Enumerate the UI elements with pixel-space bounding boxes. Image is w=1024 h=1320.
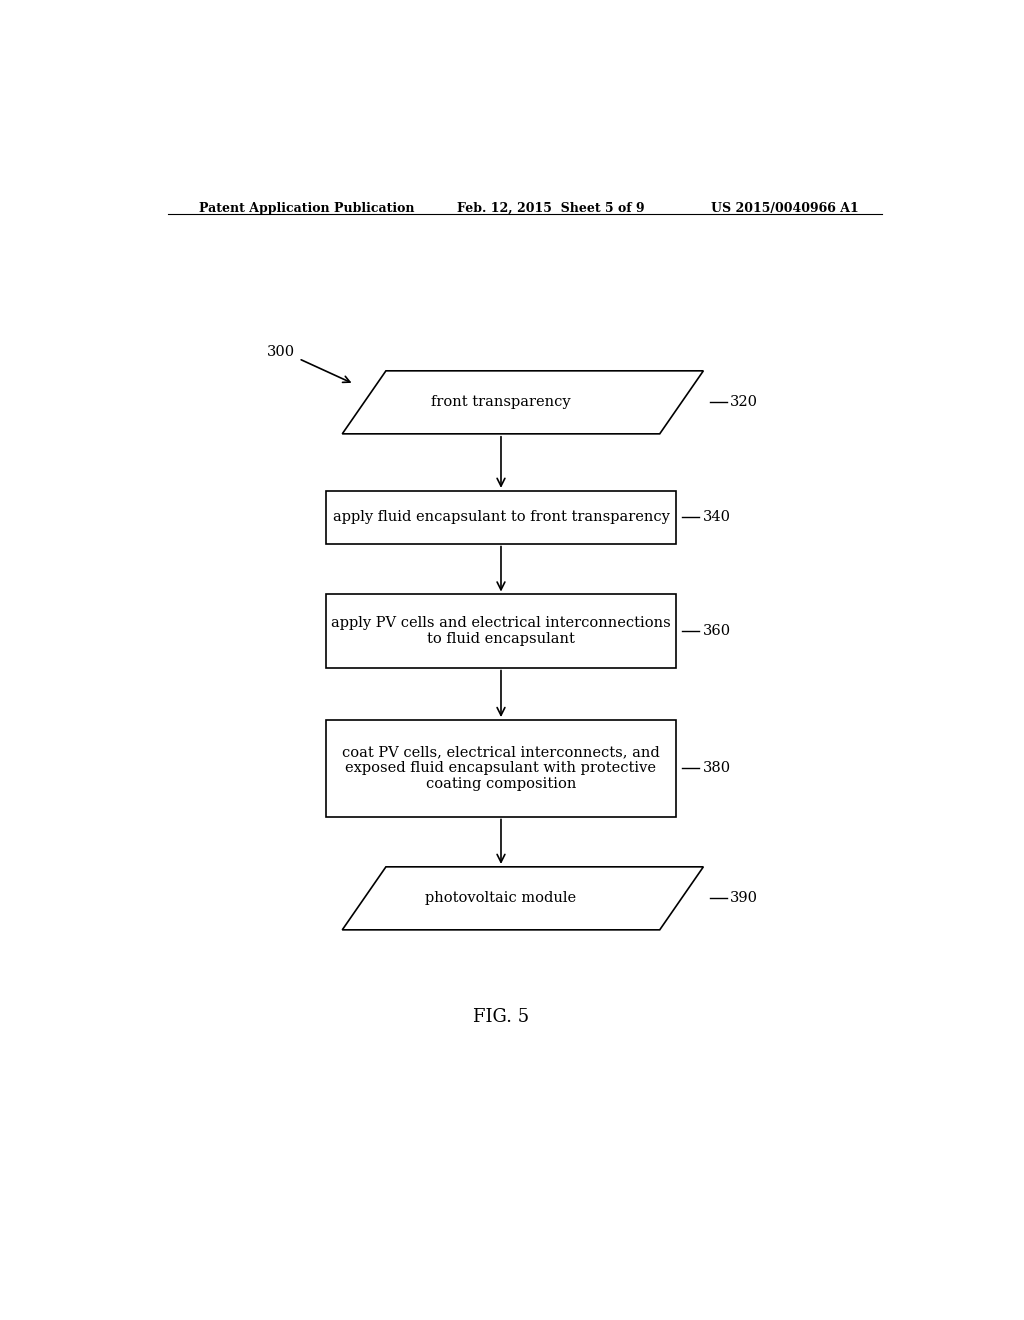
Text: 380: 380: [702, 762, 731, 775]
Text: front transparency: front transparency: [431, 395, 570, 409]
Text: apply fluid encapsulant to front transparency: apply fluid encapsulant to front transpa…: [333, 511, 670, 524]
Text: photovoltaic module: photovoltaic module: [425, 891, 577, 906]
Text: Feb. 12, 2015  Sheet 5 of 9: Feb. 12, 2015 Sheet 5 of 9: [458, 202, 645, 215]
Text: 340: 340: [702, 511, 730, 524]
Bar: [327, 719, 676, 817]
Text: US 2015/0040966 A1: US 2015/0040966 A1: [712, 202, 859, 215]
Bar: [327, 594, 676, 668]
Text: apply PV cells and electrical interconnections
to fluid encapsulant: apply PV cells and electrical interconne…: [331, 616, 671, 645]
Polygon shape: [342, 867, 703, 929]
Text: 390: 390: [730, 891, 759, 906]
Text: 360: 360: [702, 624, 731, 638]
Text: 300: 300: [267, 345, 295, 359]
Text: coat PV cells, electrical interconnects, and
exposed fluid encapsulant with prot: coat PV cells, electrical interconnects,…: [342, 744, 659, 792]
Polygon shape: [342, 371, 703, 434]
Text: 320: 320: [730, 395, 759, 409]
Text: Patent Application Publication: Patent Application Publication: [200, 202, 415, 215]
Bar: [327, 491, 676, 544]
Text: FIG. 5: FIG. 5: [473, 1008, 529, 1026]
